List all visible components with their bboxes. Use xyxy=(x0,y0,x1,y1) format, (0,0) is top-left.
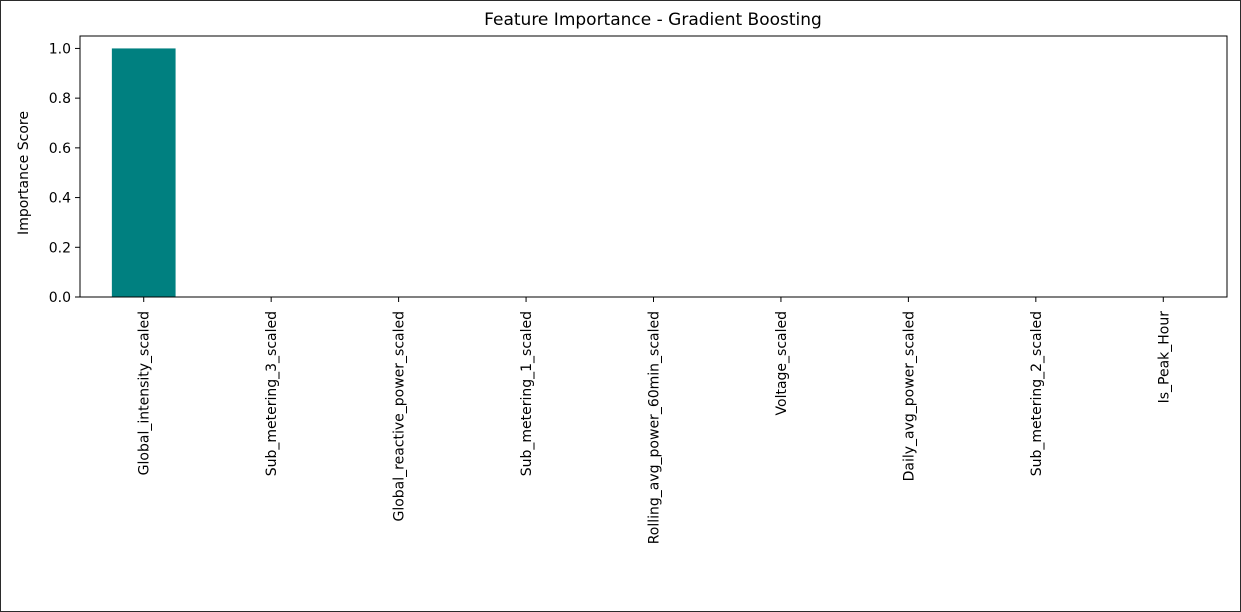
x-tick-label: Voltage_scaled xyxy=(774,311,790,415)
y-tick-label: 1.0 xyxy=(49,41,71,57)
y-tick-label: 0.4 xyxy=(49,191,71,207)
x-tick-label: Sub_metering_2_scaled xyxy=(1029,311,1045,476)
y-tick-label: 0.0 xyxy=(49,290,71,306)
x-tick-label: Is_Peak_Hour xyxy=(1156,311,1172,404)
axes-frame xyxy=(79,35,1228,298)
bar-Global_intensity_scaled xyxy=(111,48,176,298)
x-tick-label: Global_intensity_scaled xyxy=(137,311,153,475)
x-tick-label: Daily_avg_power_scaled xyxy=(901,311,917,481)
x-tick-label: Sub_metering_3_scaled xyxy=(264,311,280,476)
x-tick-label: Global_reactive_power_scaled xyxy=(392,311,408,522)
y-axis-label: Importance Score xyxy=(16,111,32,235)
chart-title: Feature Importance - Gradient Boosting xyxy=(484,10,822,30)
y-tick-label: 0.2 xyxy=(49,240,71,256)
x-tick-label: Rolling_avg_power_60min_scaled xyxy=(647,311,663,544)
y-tick-label: 0.8 xyxy=(49,91,71,107)
plot-area: 0.0 0.2 0.4 0.6 0.8 1.0 Global_intensity_scale… xyxy=(49,35,1228,544)
x-tick-label: Sub_metering_1_scaled xyxy=(519,311,535,476)
y-tick-label: 0.6 xyxy=(49,141,71,157)
